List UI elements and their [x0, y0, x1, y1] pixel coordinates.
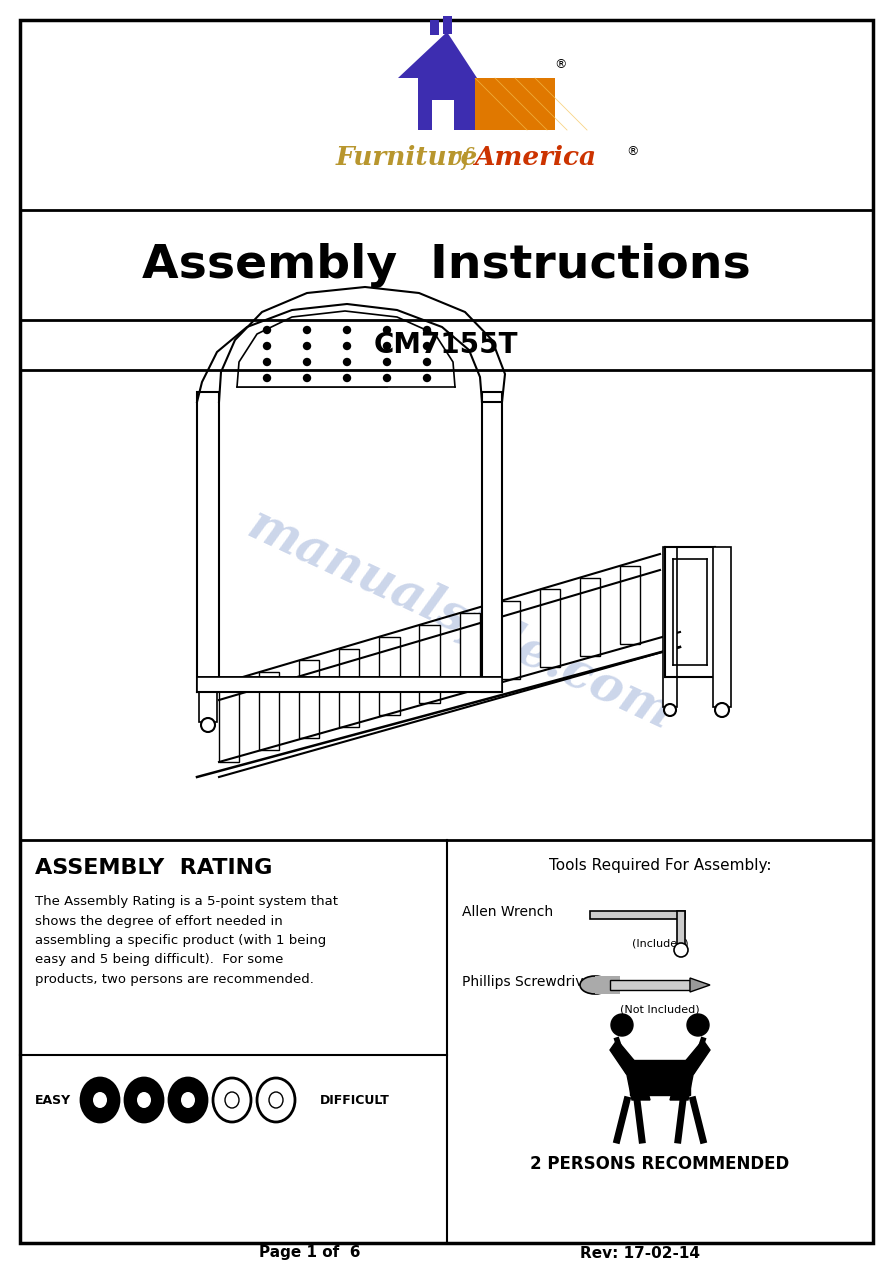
Circle shape	[383, 327, 390, 333]
Bar	[443, 16, 452, 34]
Circle shape	[423, 359, 430, 365]
Polygon shape	[690, 978, 710, 991]
Bar	[475, 78, 555, 130]
Text: Assembly  Instructions: Assembly Instructions	[142, 242, 750, 288]
FancyBboxPatch shape	[590, 911, 685, 919]
Ellipse shape	[81, 1079, 119, 1122]
Ellipse shape	[137, 1092, 151, 1108]
Circle shape	[611, 1014, 633, 1036]
Polygon shape	[219, 685, 239, 762]
Polygon shape	[460, 613, 480, 691]
Circle shape	[383, 342, 390, 350]
FancyBboxPatch shape	[677, 911, 685, 946]
Polygon shape	[299, 661, 320, 739]
Text: Rev: 17-02-14: Rev: 17-02-14	[580, 1245, 700, 1260]
Circle shape	[304, 359, 311, 365]
Ellipse shape	[93, 1092, 107, 1108]
Polygon shape	[539, 590, 560, 667]
Ellipse shape	[580, 976, 610, 994]
Circle shape	[304, 327, 311, 333]
Text: DIFFICULT: DIFFICULT	[320, 1094, 390, 1106]
Bar	[432, 100, 454, 130]
Circle shape	[263, 359, 271, 365]
Polygon shape	[420, 625, 439, 703]
Bar	[430, 20, 439, 35]
Bar	[482, 392, 502, 692]
Text: of: of	[448, 147, 471, 171]
Circle shape	[383, 375, 390, 381]
Circle shape	[664, 703, 676, 716]
Circle shape	[304, 342, 311, 350]
Text: ASSEMBLY  RATING: ASSEMBLY RATING	[35, 858, 272, 878]
Ellipse shape	[169, 1079, 207, 1122]
Ellipse shape	[125, 1079, 163, 1122]
Bar	[595, 976, 620, 994]
Text: Furniture: Furniture	[336, 145, 479, 171]
Circle shape	[383, 359, 390, 365]
Bar	[630, 1060, 690, 1095]
Text: EASY: EASY	[35, 1094, 71, 1106]
Text: Allen Wrench: Allen Wrench	[462, 906, 553, 919]
Bar	[610, 980, 690, 990]
Text: The Assembly Rating is a 5-point system that
shows the degree of effort needed i: The Assembly Rating is a 5-point system …	[35, 895, 338, 986]
Circle shape	[344, 327, 350, 333]
Text: manualsfile.com: manualsfile.com	[240, 500, 680, 740]
Circle shape	[674, 943, 688, 957]
Bar	[663, 547, 677, 707]
Text: ®: ®	[554, 58, 566, 72]
Text: ®: ®	[626, 145, 638, 158]
Ellipse shape	[257, 1079, 295, 1122]
Polygon shape	[398, 32, 477, 78]
Circle shape	[304, 375, 311, 381]
Circle shape	[201, 717, 215, 733]
Bar	[713, 547, 731, 707]
Bar	[199, 692, 217, 722]
Circle shape	[344, 342, 350, 350]
Polygon shape	[620, 566, 640, 644]
Text: Page 1 of  6: Page 1 of 6	[259, 1245, 361, 1260]
Polygon shape	[380, 637, 399, 715]
Circle shape	[263, 327, 271, 333]
Circle shape	[423, 327, 430, 333]
Polygon shape	[500, 601, 520, 679]
Circle shape	[344, 359, 350, 365]
Polygon shape	[259, 672, 280, 750]
Polygon shape	[580, 577, 600, 655]
Circle shape	[423, 375, 430, 381]
Circle shape	[423, 342, 430, 350]
Text: Tools Required For Assembly:: Tools Required For Assembly:	[549, 858, 772, 873]
Polygon shape	[339, 648, 360, 726]
Circle shape	[263, 342, 271, 350]
Text: America: America	[474, 145, 597, 171]
Text: (Not Included): (Not Included)	[620, 1005, 700, 1015]
Bar	[197, 677, 502, 692]
Polygon shape	[670, 1039, 710, 1100]
Polygon shape	[610, 1039, 650, 1100]
Bar	[197, 392, 219, 692]
Ellipse shape	[213, 1079, 251, 1122]
Text: (Included): (Included)	[631, 938, 689, 949]
Ellipse shape	[181, 1092, 195, 1108]
Circle shape	[263, 375, 271, 381]
Circle shape	[715, 703, 729, 717]
Text: 2 PERSONS RECOMMENDED: 2 PERSONS RECOMMENDED	[530, 1154, 789, 1173]
Text: CM7155T: CM7155T	[374, 331, 518, 359]
Circle shape	[344, 375, 350, 381]
Text: Phillips Screwdriver: Phillips Screwdriver	[462, 975, 597, 989]
Bar	[418, 78, 475, 130]
Circle shape	[687, 1014, 709, 1036]
